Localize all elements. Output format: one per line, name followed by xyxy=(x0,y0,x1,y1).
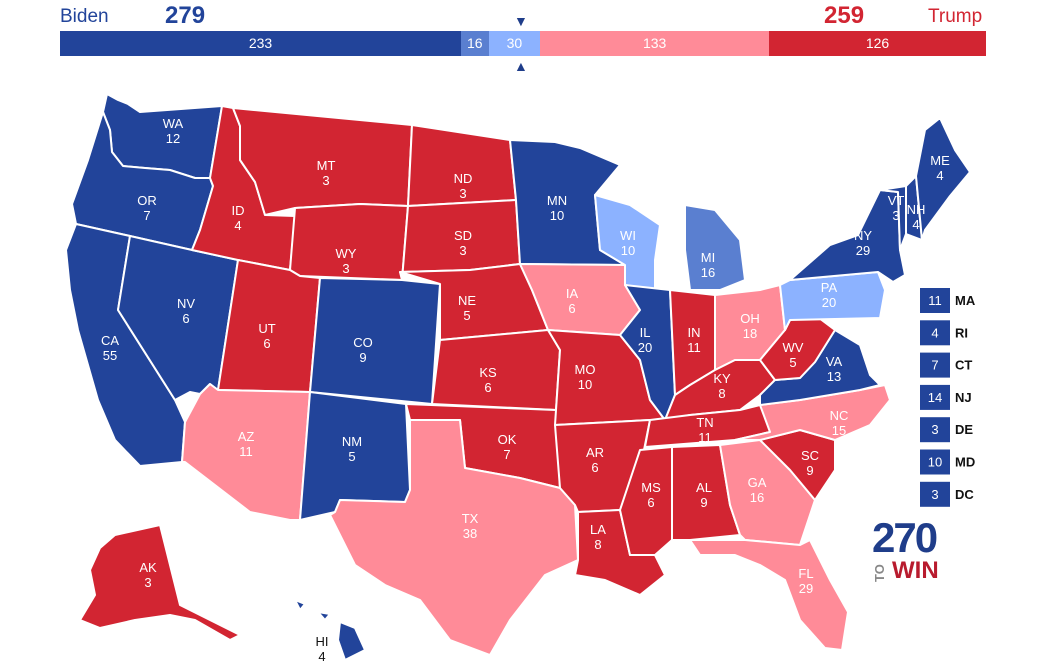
state-label-tn: TN 11 xyxy=(696,415,713,445)
state-label-il: IL 20 xyxy=(638,325,652,355)
small-state-abbr: DE xyxy=(955,422,973,437)
state-label-or: OR 7 xyxy=(137,193,157,223)
state-label-ak: AK 3 xyxy=(139,560,157,590)
small-state-nj[interactable]: 14 NJ xyxy=(920,384,972,410)
270towin-logo[interactable]: 270 TO WIN xyxy=(872,516,944,586)
state-label-ut: UT 6 xyxy=(258,321,275,351)
small-state-ri[interactable]: 4 RI xyxy=(920,320,968,346)
state-label-nm: NM 5 xyxy=(342,434,362,464)
state-label-wa: WA 12 xyxy=(163,116,184,146)
state-fl[interactable] xyxy=(689,539,849,651)
small-state-ct[interactable]: 7 CT xyxy=(920,352,972,378)
state-label-mn: MN 10 xyxy=(547,193,567,223)
small-state-ev: 11 xyxy=(928,293,942,308)
state-label-in: IN 11 xyxy=(687,325,701,355)
state-label-sd: SD 3 xyxy=(454,228,472,258)
tally-segment-likely-d[interactable]: 16 xyxy=(461,31,489,56)
small-state-ma[interactable]: 11 MA xyxy=(920,288,976,313)
state-label-ky: KY 8 xyxy=(713,371,731,401)
state-label-id: ID 4 xyxy=(232,203,245,233)
state-label-wi: WI 10 xyxy=(620,228,636,258)
candidate-rep-total: 259 xyxy=(824,2,865,29)
small-state-ev: 10 xyxy=(928,455,942,470)
small-state-md[interactable]: 10 MD xyxy=(920,449,975,475)
small-state-abbr: MD xyxy=(955,455,975,470)
state-label-pa: PA 20 xyxy=(821,280,838,310)
state-label-la: LA 8 xyxy=(590,522,606,552)
state-label-ar: AR 6 xyxy=(586,445,604,475)
candidate-rep-name: Trump xyxy=(928,6,983,27)
state-label-va: VA 13 xyxy=(826,354,843,384)
small-state-de[interactable]: 3 DE xyxy=(920,417,973,443)
us-electoral-map: WA 12 OR 7 CA 55 NV 6 ID 4 MT 3 WY 3 UT 6 CO 9 AZ 11 NM 5 ND 3 S… xyxy=(65,93,976,664)
state-label-ia: IA 6 xyxy=(566,286,579,316)
candidate-dem-total: 279 xyxy=(165,2,206,29)
state-hi[interactable] xyxy=(294,599,366,661)
state-label-nd: ND 3 xyxy=(454,171,473,201)
state-label-al: AL 9 xyxy=(696,480,712,510)
small-state-abbr: DC xyxy=(955,487,974,502)
small-state-ev: 3 xyxy=(931,487,938,502)
state-label-nh: NH 4 xyxy=(907,202,926,232)
logo-to: TO xyxy=(872,564,887,582)
state-label-sc: SC 9 xyxy=(801,448,819,478)
state-label-ok: OK 7 xyxy=(498,432,517,462)
state-label-mi: MI 16 xyxy=(701,250,715,280)
state-label-ga: GA 16 xyxy=(748,475,767,505)
small-state-abbr: RI xyxy=(955,325,968,340)
small-state-abbr: NJ xyxy=(955,390,972,405)
state-tx[interactable] xyxy=(329,419,579,656)
small-state-ev: 14 xyxy=(928,390,942,405)
electoral-tally-bar: 233 16 30 133 126 xyxy=(60,31,986,56)
majority-marker-top-icon: ▼ xyxy=(514,13,528,29)
state-vt[interactable] xyxy=(879,185,907,251)
tally-segment-safe-d[interactable]: 233 xyxy=(60,31,462,56)
logo-number: 270 xyxy=(872,514,938,561)
state-co[interactable] xyxy=(309,277,441,405)
state-me[interactable] xyxy=(915,117,971,241)
state-label-ca: CA 55 xyxy=(101,333,119,363)
state-label-ks: KS 6 xyxy=(479,365,497,395)
majority-marker-bottom-icon: ▲ xyxy=(514,58,528,74)
state-label-ne: NE 5 xyxy=(458,293,476,323)
state-label-me: ME 4 xyxy=(930,153,950,183)
small-state-ev: 7 xyxy=(931,358,938,373)
state-label-wy: WY 3 xyxy=(336,246,357,276)
tally-segment-lean-r[interactable]: 133 xyxy=(540,31,770,56)
state-label-fl: FL 29 xyxy=(798,566,813,596)
tally-segment-safe-r[interactable]: 126 xyxy=(769,31,986,56)
small-state-ev: 4 xyxy=(931,325,938,340)
small-state-abbr: MA xyxy=(955,293,976,308)
state-label-ny: NY 29 xyxy=(854,228,872,258)
state-label-ms: MS 6 xyxy=(641,480,661,510)
logo-win: WIN xyxy=(892,557,939,584)
candidate-dem-name: Biden xyxy=(60,6,109,27)
tally-segment-lean-d[interactable]: 30 xyxy=(488,31,541,56)
state-label-vt: VT 3 xyxy=(888,193,905,223)
state-label-az: AZ 11 xyxy=(238,429,255,459)
small-state-abbr: CT xyxy=(955,358,972,373)
state-ak[interactable] xyxy=(79,524,241,641)
state-label-wv: WV 5 xyxy=(783,340,804,370)
state-mi[interactable] xyxy=(684,204,746,291)
small-state-ev: 3 xyxy=(931,422,938,437)
state-label-nc: NC 15 xyxy=(830,408,849,438)
state-label-nv: NV 6 xyxy=(177,296,195,326)
state-label-hi: HI 4 xyxy=(316,634,329,664)
small-state-dc[interactable]: 3 DC xyxy=(920,481,974,507)
state-label-tx: TX 38 xyxy=(462,511,479,541)
state-label-oh: OH 18 xyxy=(740,311,760,341)
state-label-mo: MO 10 xyxy=(575,362,596,392)
state-label-co: CO 9 xyxy=(353,335,373,365)
state-label-mt: MT 3 xyxy=(317,158,336,188)
